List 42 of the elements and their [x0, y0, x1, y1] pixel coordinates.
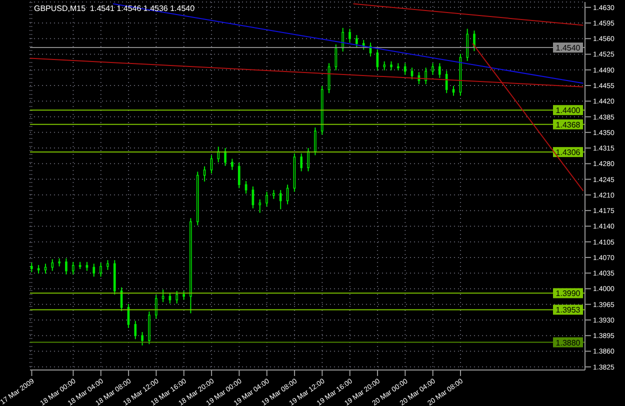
- candlestick: [300, 152, 303, 172]
- ref-line-label: 1.3953: [556, 306, 581, 315]
- candlestick: [168, 292, 172, 304]
- candlestick: [217, 146, 220, 163]
- candlestick: [424, 67, 428, 85]
- candlestick: [176, 290, 178, 304]
- candlestick: [72, 261, 74, 275]
- candlestick: [466, 28, 469, 62]
- candlestick: [432, 62, 434, 76]
- candlestick: [154, 294, 158, 320]
- chart-title: GBPUSD,M15 1.4541 1.4546 1.4536 1.4540: [34, 4, 195, 13]
- candlestick: [30, 262, 33, 273]
- ref-line-label: 1.3880: [556, 338, 581, 348]
- candlestick: [404, 62, 406, 76]
- candlestick: [224, 148, 226, 166]
- candlestick: [438, 62, 441, 78]
- candlestick: [342, 27, 344, 52]
- candlestick: [141, 332, 144, 346]
- candlestick: [231, 158, 234, 170]
- ref-line-label: 1.4400: [556, 106, 581, 116]
- ref-line-label: 1.4306: [556, 148, 581, 158]
- candlestick: [452, 85, 455, 96]
- candlestick: [307, 148, 310, 172]
- candlestick: [106, 260, 109, 270]
- candlestick: [92, 263, 96, 278]
- candlestick: [238, 162, 240, 189]
- candlestick: [258, 198, 262, 214]
- candlestick: [134, 320, 137, 340]
- candlestick: [51, 258, 54, 272]
- ref-line-label: 1.3990: [556, 289, 581, 298]
- ref-line-label: 1.4368: [556, 120, 581, 130]
- candlestick: [279, 190, 282, 210]
- candlestick: [348, 28, 351, 43]
- ref-line-label: 1.4540: [556, 44, 581, 53]
- candlestick: [445, 70, 448, 94]
- candlestick: [266, 191, 268, 208]
- candlestick: [100, 262, 102, 278]
- candlestick: [65, 258, 68, 275]
- candlestick: [356, 34, 358, 48]
- candlestick: [162, 289, 164, 303]
- candlestick: [44, 263, 47, 274]
- candlestick: [314, 126, 316, 156]
